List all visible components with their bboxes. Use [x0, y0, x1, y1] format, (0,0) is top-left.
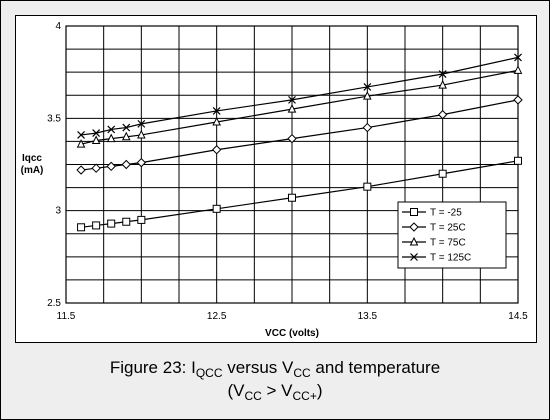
caption-line-1: Figure 23: IQCC versus VCC and temperatu…	[1, 357, 549, 380]
legend-label: T = 25C	[430, 223, 466, 234]
chart-area: 11.5 12.5 13.5 14.5 2.5 3 3.5 4 VCC (volts) Iqcc(…	[15, 15, 537, 343]
data-point	[77, 131, 85, 139]
legend-marker	[410, 253, 418, 261]
data-point	[92, 129, 101, 138]
data-point	[137, 129, 146, 139]
figure-caption: Figure 23: IQCC versus VCC and temperatu…	[1, 357, 549, 403]
caption-subscript: QCC	[195, 366, 223, 380]
data-point	[212, 116, 221, 126]
data-point	[438, 79, 447, 89]
data-point	[212, 204, 221, 213]
data-point	[438, 169, 447, 178]
x-axis-label: VCC (volts)	[265, 328, 319, 339]
data-point	[121, 159, 131, 170]
data-point	[122, 217, 131, 226]
data-point	[122, 123, 131, 132]
caption-subscript: CC	[293, 366, 311, 380]
caption-text: versus V	[222, 358, 294, 377]
data-point	[91, 135, 101, 144]
data-point	[514, 53, 522, 62]
data-point	[106, 133, 116, 143]
caption-line-2: (VCC > VCC+)	[1, 380, 549, 403]
data-point	[288, 95, 296, 104]
data-point	[107, 219, 116, 228]
data-point	[287, 133, 297, 144]
data-point	[212, 107, 221, 115]
y-axis-label: Iqcc	[22, 153, 42, 164]
line-chart: 11.5 12.5 13.5 14.5 2.5 3 3.5 4 VCC (volts) Iqcc(…	[21, 21, 529, 339]
legend-marker	[409, 222, 419, 232]
data-point	[106, 161, 116, 172]
legend-marker	[410, 208, 418, 216]
data-point	[514, 156, 522, 165]
caption-text: )	[316, 381, 323, 400]
y-tick-label: 3.5	[47, 113, 61, 124]
caption-subscript: CC+	[292, 389, 317, 403]
data-point	[121, 131, 131, 141]
data-point	[287, 103, 297, 113]
y-tick-label: 4	[55, 21, 61, 32]
data-point	[513, 65, 523, 74]
data-point	[513, 95, 523, 105]
x-tick-label: 12.5	[207, 311, 227, 322]
data-point	[437, 109, 448, 120]
data-point	[137, 119, 146, 128]
data-point	[76, 165, 86, 175]
data-point	[363, 83, 372, 91]
caption-text: > V	[261, 381, 293, 400]
x-tick-label: 13.5	[358, 311, 378, 322]
data-point	[76, 139, 86, 148]
y-axis-label: (mA)	[21, 165, 44, 176]
y-tick-label: 2.5	[47, 298, 61, 309]
caption-text: and temperature	[310, 358, 441, 377]
data-point	[211, 145, 222, 155]
data-point	[363, 91, 372, 100]
legend-label: T = 75C	[430, 238, 466, 249]
data-point	[438, 70, 447, 78]
data-point	[288, 193, 296, 202]
caption-text: (V	[227, 381, 245, 400]
x-tick-label: 11.5	[57, 311, 76, 322]
series-line	[80, 69, 519, 145]
data-point	[107, 125, 116, 134]
data-point	[362, 122, 373, 133]
data-point	[136, 157, 147, 168]
series-line	[80, 160, 519, 228]
caption-text: Figure 23: I	[109, 358, 196, 377]
legend-marker	[409, 236, 419, 246]
data-point	[77, 223, 86, 232]
series-line	[80, 99, 519, 171]
legend-label: T = -25	[430, 208, 462, 219]
caption-subscript: CC	[244, 389, 262, 403]
data-point	[92, 221, 101, 230]
y-tick-label: 3	[55, 206, 61, 217]
data-point	[363, 182, 372, 191]
data-point	[91, 163, 101, 173]
series-line	[80, 56, 519, 136]
data-point	[137, 215, 146, 224]
legend-label: T = 125C	[430, 253, 471, 264]
x-tick-label: 14.5	[508, 311, 528, 322]
